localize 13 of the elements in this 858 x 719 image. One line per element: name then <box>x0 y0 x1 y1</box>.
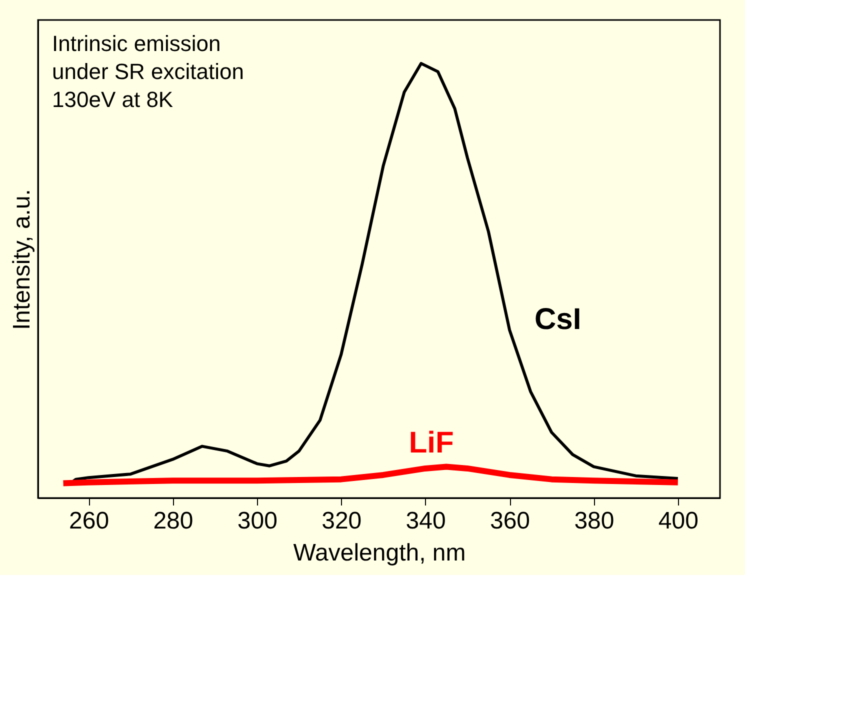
y-axis-title: Intensity, a.u. <box>8 189 36 330</box>
x-tick-label: 360 <box>490 508 530 534</box>
x-tick-label: 320 <box>322 508 362 534</box>
x-tick-label: 340 <box>406 508 446 534</box>
x-tick-label: 300 <box>237 508 278 534</box>
x-tick-label: 260 <box>68 508 110 534</box>
x-axis-title: Wavelength, nm <box>293 540 466 566</box>
annotation: Intrinsic emission under SR excitation 130eV at 8K <box>52 31 244 112</box>
series-label: LiF <box>408 426 454 460</box>
x-tick-label: 380 <box>574 508 614 534</box>
x-tick-label: 400 <box>658 508 698 534</box>
series-label: CsI <box>534 302 582 336</box>
x-tick-label: 280 <box>153 508 194 534</box>
